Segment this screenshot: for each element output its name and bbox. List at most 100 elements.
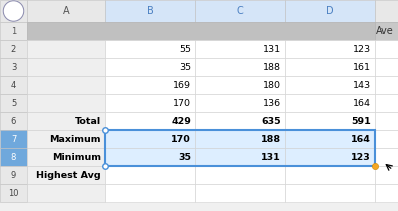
Bar (285, 94, 375, 112)
Bar (285, 184, 375, 202)
Text: 591: 591 (351, 116, 371, 126)
Text: 6: 6 (11, 116, 16, 126)
Bar (0, 130, 27, 148)
Bar (285, 76, 375, 94)
Text: 164: 164 (351, 134, 371, 143)
Text: 8: 8 (11, 153, 16, 161)
Text: 180: 180 (263, 81, 281, 89)
Bar (105, 148, 195, 166)
Bar (375, 58, 398, 76)
Bar (27, 130, 105, 148)
Bar (195, 166, 285, 184)
Bar (105, 184, 195, 202)
Text: 4: 4 (11, 81, 16, 89)
Text: 35: 35 (178, 153, 191, 161)
Text: 123: 123 (351, 153, 371, 161)
Bar (27, 94, 105, 112)
Bar (27, 166, 105, 184)
Bar (195, 76, 285, 94)
Circle shape (3, 1, 24, 21)
Bar (375, 184, 398, 202)
Bar (285, 112, 375, 130)
Bar (105, 94, 195, 112)
Text: 143: 143 (353, 81, 371, 89)
Bar (375, 94, 398, 112)
Bar (375, 0, 398, 22)
Bar (0, 0, 27, 22)
Bar (285, 58, 375, 76)
Bar (0, 40, 27, 58)
Text: 161: 161 (353, 62, 371, 72)
Bar (375, 166, 398, 184)
Text: 35: 35 (179, 62, 191, 72)
Bar (375, 40, 398, 58)
Bar (105, 76, 195, 94)
Bar (375, 148, 398, 166)
Text: 635: 635 (261, 116, 281, 126)
Bar (105, 0, 195, 22)
Bar (375, 112, 398, 130)
Bar (375, 130, 398, 148)
Bar (27, 58, 105, 76)
Text: Total: Total (75, 116, 101, 126)
Bar (375, 76, 398, 94)
Bar (195, 148, 285, 166)
Text: 170: 170 (171, 134, 191, 143)
Bar (195, 40, 285, 58)
Bar (105, 112, 195, 130)
Bar (27, 40, 105, 58)
Text: Maximum: Maximum (49, 134, 101, 143)
Bar (195, 58, 285, 76)
Bar (27, 0, 105, 22)
Bar (285, 148, 375, 166)
Bar (0, 148, 27, 166)
Text: Minimum: Minimum (52, 153, 101, 161)
Bar (105, 40, 195, 58)
Bar (0, 76, 27, 94)
Text: C: C (237, 6, 243, 16)
Bar (27, 148, 105, 166)
Text: 170: 170 (173, 99, 191, 107)
Text: 9: 9 (11, 170, 16, 180)
Bar (27, 76, 105, 94)
Bar (27, 112, 105, 130)
Text: 188: 188 (261, 134, 281, 143)
Bar (285, 0, 375, 22)
Text: 131: 131 (263, 45, 281, 54)
Bar (285, 130, 375, 148)
Bar (285, 166, 375, 184)
Text: 2: 2 (11, 45, 16, 54)
Bar (285, 40, 375, 58)
Text: Ave: Ave (376, 26, 394, 36)
Bar (195, 130, 285, 148)
Bar (105, 166, 195, 184)
Bar (27, 184, 105, 202)
Bar (195, 94, 285, 112)
Bar (0, 166, 27, 184)
Text: 429: 429 (171, 116, 191, 126)
Bar (375, 22, 398, 40)
Text: 10: 10 (8, 188, 19, 197)
Bar (0, 58, 27, 76)
Text: 169: 169 (173, 81, 191, 89)
Text: 188: 188 (263, 62, 281, 72)
Text: 164: 164 (353, 99, 371, 107)
Text: B: B (146, 6, 153, 16)
Text: 5: 5 (11, 99, 16, 107)
Bar (195, 184, 285, 202)
Text: D: D (326, 6, 334, 16)
Bar (195, 0, 285, 22)
Bar (0, 184, 27, 202)
Text: 7: 7 (11, 134, 16, 143)
Text: 3: 3 (11, 62, 16, 72)
Text: 55: 55 (179, 45, 191, 54)
Bar (105, 58, 195, 76)
Bar (0, 112, 27, 130)
Bar (0, 94, 27, 112)
Bar (27, 22, 375, 40)
Text: 1: 1 (11, 27, 16, 35)
Bar (195, 112, 285, 130)
Text: 123: 123 (353, 45, 371, 54)
Bar (105, 130, 195, 148)
Text: 136: 136 (263, 99, 281, 107)
